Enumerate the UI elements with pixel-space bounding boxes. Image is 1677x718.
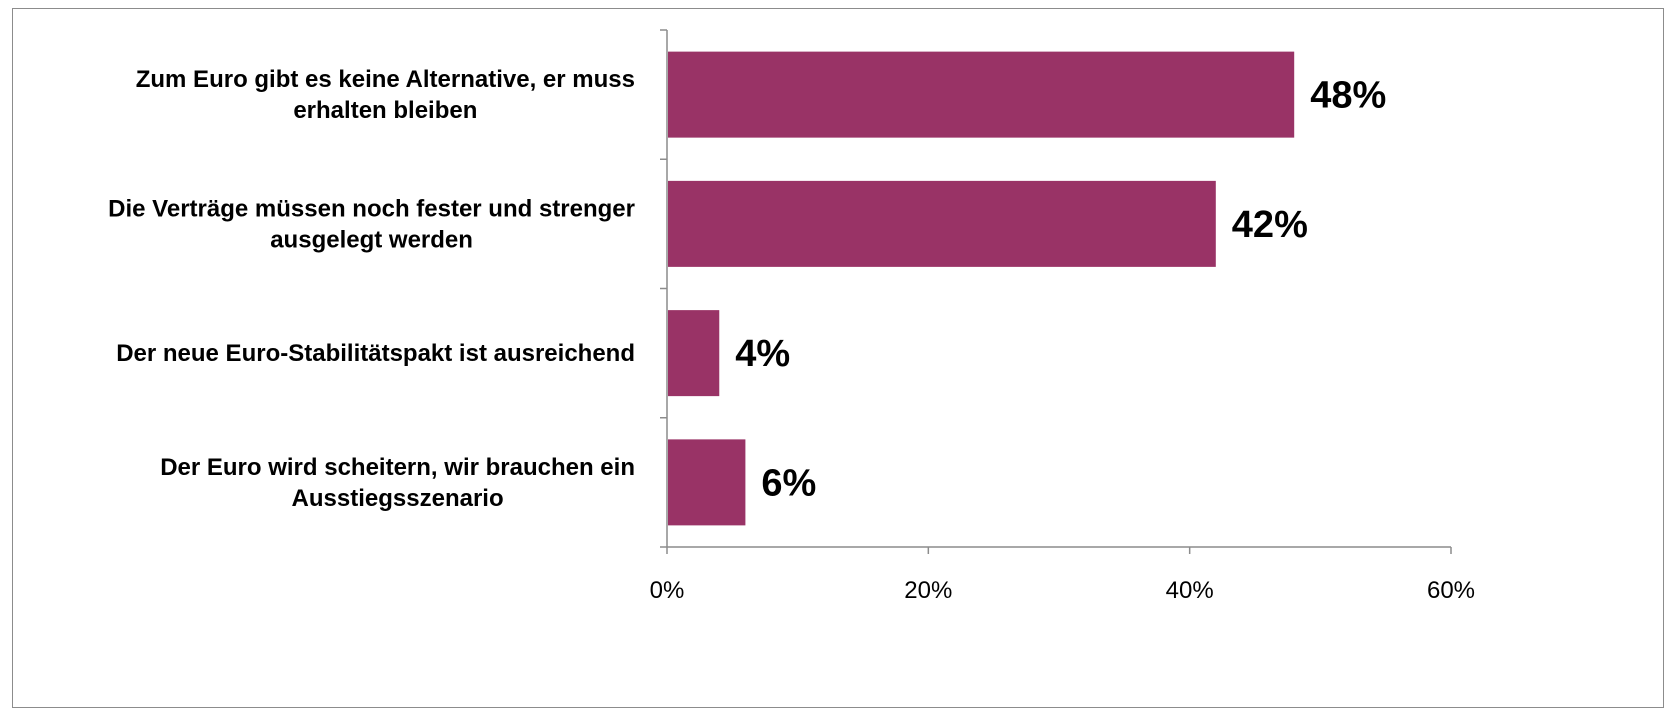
value-label-1: 42% xyxy=(1232,204,1308,246)
x-tick-label-0: 0% xyxy=(650,577,685,604)
value-label-0: 48% xyxy=(1310,75,1386,117)
bar-1 xyxy=(668,180,1216,267)
category-label-3: Der Euro wird scheitern, wir brauchen ei… xyxy=(160,454,635,512)
x-tick-label-1: 20% xyxy=(904,577,952,604)
x-tick-label-2: 40% xyxy=(1166,577,1214,604)
bar-0 xyxy=(668,51,1295,138)
category-label-line: erhalten bleiben xyxy=(293,97,477,124)
bar-2 xyxy=(668,310,720,397)
category-label-line: Die Verträge müssen noch fester und stre… xyxy=(108,195,635,222)
value-label-3: 6% xyxy=(761,462,816,504)
bar-3 xyxy=(668,439,746,526)
category-label-2: Der neue Euro-Stabilitätspakt ist ausrei… xyxy=(116,340,635,367)
category-label-0: Zum Euro gibt es keine Alternative, er m… xyxy=(136,66,635,124)
value-label-2: 4% xyxy=(735,333,790,375)
category-label-line: Der Euro wird scheitern, wir brauchen ei… xyxy=(160,454,635,481)
bar-chart: 48% Zum Euro gibt es keine Alternative, e… xyxy=(108,29,1475,604)
category-label-line: Zum Euro gibt es keine Alternative, er m… xyxy=(136,66,635,93)
category-label-line: ausgelegt werden xyxy=(270,226,473,253)
category-label-line: Der neue Euro-Stabilitätspakt ist ausrei… xyxy=(116,340,635,367)
category-label-line: Ausstiegsszenario xyxy=(292,485,504,512)
category-label-1: Die Verträge müssen noch fester und stre… xyxy=(108,195,635,253)
x-tick-label-3: 60% xyxy=(1427,577,1475,604)
chart-frame: 48% Zum Euro gibt es keine Alternative, e… xyxy=(12,8,1664,708)
